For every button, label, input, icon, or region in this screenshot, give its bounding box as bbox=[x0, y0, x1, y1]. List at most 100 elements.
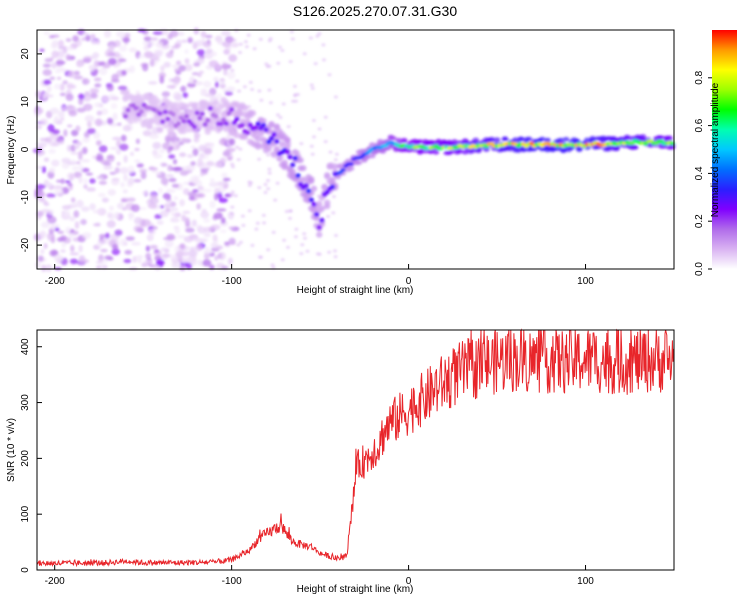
spectrogram-cell bbox=[323, 115, 328, 119]
spectrogram-cell bbox=[529, 141, 535, 146]
spectrogram-cell bbox=[208, 60, 219, 68]
spectrogram-cell bbox=[220, 79, 225, 86]
spectrogram-cell bbox=[204, 246, 211, 254]
spectrogram-cell bbox=[218, 252, 226, 260]
spectrogram-cell bbox=[226, 86, 236, 92]
spectrogram-cell bbox=[203, 218, 211, 223]
spectrogram-cell bbox=[61, 205, 71, 210]
spectrogram-cell bbox=[91, 53, 98, 60]
spectrogram-cell bbox=[140, 171, 147, 180]
spectrogram-cell bbox=[53, 254, 64, 263]
spectrogram-cell bbox=[183, 113, 190, 119]
spectrogram-cell bbox=[203, 80, 212, 88]
spectrogram-cell bbox=[322, 58, 326, 62]
spectrogram-cell bbox=[220, 112, 227, 119]
spectrogram-cell bbox=[214, 35, 223, 43]
spectrogram-cell bbox=[76, 107, 86, 113]
spectrogram-cell bbox=[104, 232, 110, 239]
spectrogram-cell bbox=[51, 50, 59, 59]
spectrogram-cell bbox=[55, 138, 61, 142]
spectrogram-cell bbox=[74, 221, 80, 230]
spectrogram-cell bbox=[184, 217, 190, 225]
snr-axes: -200 -100 0 100 0 100 200 300 400 bbox=[20, 338, 594, 587]
spectrogram-cell bbox=[158, 187, 163, 194]
spectrogram-cell bbox=[36, 184, 46, 190]
spectrogram-cell bbox=[188, 112, 195, 119]
spectrogram-cell bbox=[119, 45, 127, 52]
spectrogram-cell bbox=[61, 157, 71, 164]
spectrogram-cell bbox=[39, 137, 50, 142]
spectrogram-cell bbox=[66, 124, 73, 128]
spectrogram-cell bbox=[85, 34, 91, 42]
spectrogram-cell bbox=[268, 101, 273, 105]
spectrogram-cell bbox=[143, 36, 152, 42]
spectrogram-cell bbox=[309, 144, 314, 148]
spectrogram-cell bbox=[155, 41, 164, 49]
spectrogram-cell bbox=[183, 188, 190, 196]
spectrogram-cell bbox=[226, 111, 232, 116]
spectrogram-cell bbox=[109, 146, 119, 150]
spectrogram-cell bbox=[308, 197, 314, 203]
spectrogram-cell bbox=[229, 107, 235, 112]
spectrogram-cell bbox=[321, 43, 326, 47]
spectrogram-cell bbox=[200, 211, 210, 219]
spectrogram-cell bbox=[246, 33, 251, 37]
spectrogram-cell bbox=[198, 70, 204, 75]
spectrogram-cell bbox=[70, 244, 75, 253]
spectrogram-cell bbox=[59, 92, 66, 97]
colorbar-tick-label: 0.6 bbox=[694, 118, 705, 132]
spectrogram-cell bbox=[89, 203, 96, 211]
spectrogram-cell bbox=[267, 88, 272, 92]
spectrogram-cell bbox=[489, 142, 495, 146]
spectrogram-cell bbox=[512, 137, 519, 142]
spectrogram-cell bbox=[106, 84, 114, 92]
spectrogram-cell bbox=[146, 122, 153, 129]
spectrogram-cell bbox=[266, 179, 270, 182]
spectrogram-cell bbox=[267, 167, 272, 171]
spectrogram-cell bbox=[333, 95, 338, 99]
spectrogram-cell bbox=[182, 210, 191, 214]
spectrogram-cell bbox=[317, 127, 322, 131]
colorbar-label: Normalized spectral amplitude bbox=[710, 82, 721, 217]
spectrogram-cell bbox=[62, 80, 68, 85]
spectrogram-ytick-label: 10 bbox=[20, 96, 31, 108]
spectrogram-cell bbox=[40, 221, 50, 229]
spectrogram-cell bbox=[303, 183, 309, 189]
spectrogram-cell bbox=[260, 122, 267, 128]
spectrogram-cell bbox=[327, 250, 332, 254]
spectrogram-cell bbox=[131, 241, 141, 246]
spectrogram-cell bbox=[184, 49, 189, 54]
spectrogram-cell bbox=[427, 149, 434, 155]
spectrogram-cell bbox=[69, 216, 76, 222]
spectrogram-cell bbox=[314, 212, 320, 217]
spectrogram-cell bbox=[162, 142, 171, 150]
spectrogram-cell bbox=[216, 192, 223, 199]
spectrogram-cell bbox=[101, 108, 108, 115]
spectrogram-cell bbox=[122, 37, 131, 43]
spectrogram-cell bbox=[195, 243, 203, 252]
spectrogram-cell bbox=[76, 161, 81, 165]
spectrogram-cell bbox=[39, 230, 47, 239]
snr-xtick-label: 100 bbox=[577, 576, 594, 587]
spectrogram-cell bbox=[218, 197, 228, 203]
snr-ytick-label: 300 bbox=[20, 394, 31, 411]
spectrogram-cell bbox=[240, 214, 245, 218]
spectrogram-cell bbox=[584, 137, 591, 142]
spectrogram-cell bbox=[72, 35, 79, 42]
spectrogram-cell bbox=[45, 264, 53, 273]
snr-xtick-label: -200 bbox=[45, 576, 65, 587]
spectrogram-cell bbox=[227, 156, 233, 161]
spectrogram-cell bbox=[161, 256, 168, 260]
spectrogram-cell bbox=[266, 187, 271, 191]
spectrogram-cell bbox=[60, 235, 67, 242]
figure-title: S126.2025.270.07.31.G30 bbox=[293, 3, 457, 19]
spectrogram-cell bbox=[217, 186, 226, 194]
spectrogram-cell bbox=[99, 234, 106, 239]
spectrogram-cell bbox=[39, 48, 45, 53]
spectrogram-cell bbox=[53, 188, 64, 196]
spectrogram-cell bbox=[333, 255, 338, 259]
spectrogram-cell bbox=[267, 64, 272, 68]
spectrogram-cells bbox=[32, 27, 676, 273]
spectrogram-cell bbox=[302, 52, 307, 56]
spectrogram-cell bbox=[435, 138, 442, 144]
